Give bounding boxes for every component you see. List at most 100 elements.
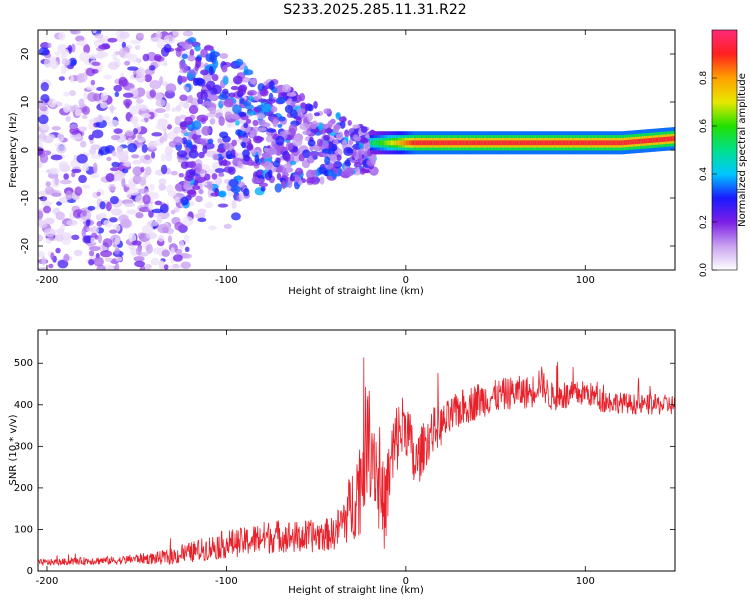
spectrogram-cell bbox=[218, 116, 225, 127]
spectrogram-cell bbox=[555, 140, 558, 146]
spectrogram-cell bbox=[307, 112, 313, 122]
spectrogram-cell bbox=[600, 140, 603, 146]
spectrogram-cell bbox=[43, 228, 56, 237]
spectrogram-cell bbox=[299, 122, 310, 131]
spectrogram-cell bbox=[178, 172, 185, 178]
spectrogram-cell bbox=[160, 153, 166, 162]
spectrogram-cell bbox=[76, 40, 87, 47]
spectrogram-cell bbox=[202, 144, 208, 154]
spectrogram-cell bbox=[308, 151, 319, 158]
spectrogram-cell bbox=[122, 92, 134, 98]
spectrogram-cell bbox=[194, 213, 206, 219]
spectrogram-cell bbox=[154, 108, 167, 113]
snr-y-label: SNR (10 * v/v) bbox=[8, 414, 19, 485]
spectrogram-cell bbox=[90, 173, 100, 179]
spectrogram-cell bbox=[109, 195, 119, 205]
spectrogram-cell bbox=[439, 140, 442, 146]
spectrogram-cell bbox=[157, 234, 165, 242]
spectrogram-cell bbox=[447, 140, 450, 146]
spectrogram-cell bbox=[88, 54, 100, 60]
spectrogram-cell bbox=[620, 140, 623, 146]
spectrogram-cell bbox=[118, 76, 128, 86]
spectrogram-cell bbox=[144, 154, 151, 161]
spectrogram-cell bbox=[108, 266, 114, 270]
spectrogram-cell bbox=[227, 191, 234, 197]
spectrogram-cell bbox=[258, 182, 268, 188]
snr-y-tick-label: 0 bbox=[27, 566, 33, 577]
spectrogram-cell bbox=[241, 141, 247, 149]
spectrogram-cell bbox=[128, 105, 140, 115]
spectrogram-cell bbox=[283, 163, 293, 168]
spectrogram-cell bbox=[454, 140, 457, 146]
spectrogram-cell bbox=[525, 140, 528, 146]
spectrogram-cell bbox=[38, 47, 50, 56]
spectrogram-cell bbox=[655, 137, 658, 143]
spectrogram-cell bbox=[460, 140, 463, 146]
spectrogram-cell bbox=[408, 140, 411, 146]
spectrogram-cell bbox=[407, 140, 410, 146]
spectrogram-cell bbox=[260, 186, 266, 192]
colorbar-gradient bbox=[711, 29, 738, 271]
spectrogram-cell bbox=[626, 139, 629, 145]
spectrogram-cell bbox=[615, 140, 618, 146]
spectrogram-cell bbox=[370, 155, 376, 165]
spectrogram-cell bbox=[299, 113, 306, 119]
spectrogram-cell bbox=[397, 140, 400, 146]
spectrogram-cell bbox=[170, 247, 175, 256]
spectrogram-cell bbox=[149, 37, 162, 42]
spectrogram-cell bbox=[437, 140, 440, 146]
spectrogram-cell bbox=[519, 140, 522, 146]
spectrogram-cell bbox=[171, 107, 177, 113]
spectrogram-cell bbox=[336, 154, 342, 161]
spectrogram-cell bbox=[462, 140, 465, 146]
spectrogram-cell bbox=[78, 98, 85, 108]
spectrogram-cell bbox=[131, 154, 140, 159]
spectrogram-cell bbox=[399, 140, 402, 146]
spectrogram-cell bbox=[530, 140, 533, 146]
spectrogram-cell bbox=[208, 225, 217, 231]
spectrogram-cell bbox=[278, 116, 286, 122]
spectrogram-cell bbox=[181, 53, 188, 59]
spectrogram-cell bbox=[89, 245, 101, 252]
spectrogram-cell bbox=[371, 140, 374, 146]
spectrogram-x-label: Height of straight line (km) bbox=[288, 286, 424, 297]
spectrogram-cell bbox=[182, 216, 194, 227]
spectrogram-cell bbox=[354, 136, 362, 142]
spectrogram-cell bbox=[169, 264, 182, 270]
snr-x-tick-label: -200 bbox=[36, 576, 59, 587]
spectrogram-cell bbox=[534, 140, 537, 146]
spectrogram-cell bbox=[500, 140, 503, 146]
spectrogram-cell bbox=[90, 79, 96, 86]
spectrogram-cell bbox=[284, 104, 294, 114]
spectrogram-cell bbox=[612, 140, 615, 146]
spectrogram-cell bbox=[521, 140, 524, 146]
spectrogram-cell bbox=[353, 162, 362, 168]
spectrogram-cell bbox=[586, 140, 589, 146]
spectrogram-cell bbox=[184, 246, 190, 253]
spectrogram-cell bbox=[208, 65, 214, 76]
spectrogram-cell bbox=[548, 140, 551, 146]
spectrogram-cell bbox=[652, 137, 655, 143]
spectrogram-cell bbox=[230, 85, 239, 91]
spectrogram-cell bbox=[352, 124, 361, 129]
spectrogram-y-ticks: -20 -10 0 10 20 bbox=[20, 48, 675, 254]
spectrogram-cell bbox=[464, 140, 467, 146]
spectrogram-cell bbox=[359, 137, 369, 144]
spectrogram-cell bbox=[526, 140, 529, 146]
spectrogram-cell bbox=[480, 140, 483, 146]
spectrogram-cell bbox=[383, 140, 386, 146]
spectrogram-cell bbox=[601, 140, 604, 146]
spectrogram-cell bbox=[672, 136, 675, 142]
spectrogram-cell bbox=[485, 140, 488, 146]
spectrogram-cell bbox=[75, 35, 85, 42]
spectrogram-cell bbox=[265, 135, 274, 143]
spectrogram-cell bbox=[54, 234, 64, 242]
spectrogram-cell bbox=[357, 149, 363, 159]
spectrogram-cell bbox=[260, 122, 271, 128]
spectrogram-cell bbox=[90, 144, 101, 150]
spectrogram-cell bbox=[496, 140, 499, 146]
spectrogram-cell bbox=[605, 140, 608, 146]
spectrogram-cell bbox=[70, 75, 75, 84]
spectrogram-cell bbox=[393, 140, 396, 146]
spectrogram-cell bbox=[83, 44, 91, 54]
